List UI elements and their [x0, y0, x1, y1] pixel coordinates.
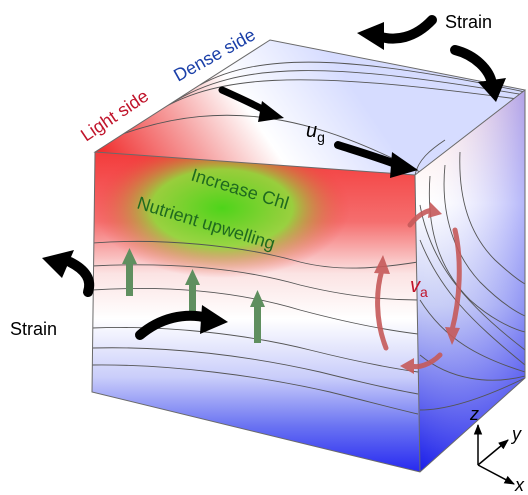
va-label: va: [410, 275, 428, 300]
va-label-base: v: [410, 275, 421, 297]
va-label-sub: a: [420, 284, 428, 300]
chlorophyll-patch: [94, 152, 350, 278]
axis-x-label: x: [514, 475, 525, 495]
axis-triad: [473, 423, 515, 485]
strain-label-left: Strain: [10, 319, 57, 339]
axis-z-label: z: [469, 404, 479, 424]
cube-edges: [91, 39, 527, 473]
geostrophic-flow-arrows: [218, 86, 418, 178]
ageostrophic-circulation: [374, 202, 462, 374]
cube-top-face: [95, 40, 525, 175]
ug-label: ug: [306, 120, 325, 145]
strain-arrows: [42, 15, 506, 340]
axis-y-label: y: [510, 424, 522, 444]
strain-label-top: Strain: [445, 12, 492, 32]
ug-label-sub: g: [317, 129, 325, 145]
upwelling-arrows: [122, 248, 265, 343]
ug-label-base: u: [306, 120, 317, 142]
